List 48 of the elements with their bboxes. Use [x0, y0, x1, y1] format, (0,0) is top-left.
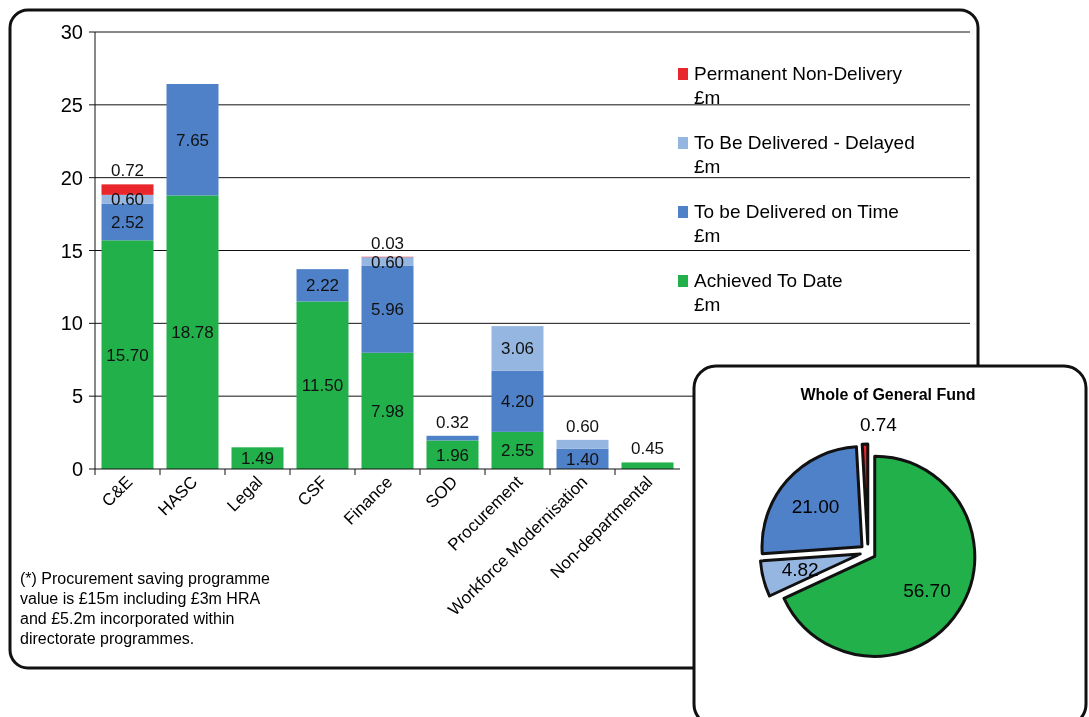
data-label: 3.06 [500, 339, 535, 359]
data-label: 2.55 [500, 441, 535, 461]
bar [491, 326, 544, 371]
data-label: 5.96 [370, 300, 405, 320]
data-label: 2.22 [305, 276, 340, 296]
data-label: 21.00 [791, 495, 840, 517]
data-label: 11.50 [301, 376, 344, 396]
chart-title: Whole of General Fund [800, 386, 976, 403]
data-label: 1.96 [435, 445, 470, 465]
y-tick-label: 0 [71, 458, 83, 480]
bar [361, 352, 414, 469]
bar [166, 195, 219, 469]
data-label: 2.52 [110, 212, 145, 232]
bar [491, 370, 544, 432]
data-label: 4.20 [500, 392, 535, 412]
data-label: 1.40 [565, 449, 600, 469]
bar [101, 240, 154, 469]
legend-label: Permanent Non-Delivery £m [694, 63, 903, 108]
data-label: 56.70 [903, 579, 951, 601]
data-label: 7.98 [370, 401, 405, 421]
y-tick-label: 25 [60, 93, 83, 116]
legend-label: To Be Delivered - Delayed £m [694, 132, 915, 177]
y-tick-label: 15 [60, 239, 83, 262]
data-label: 1.49 [240, 449, 275, 469]
data-label: 0.72 [110, 161, 145, 181]
data-label: 7.65 [175, 130, 210, 150]
data-label: 0.60 [110, 190, 145, 210]
bar [101, 184, 154, 195]
bar [296, 301, 349, 469]
data-label: 0.60 [370, 252, 405, 272]
legend-label: Achieved To Date £m [694, 270, 843, 315]
data-label: 0.45 [630, 439, 665, 459]
data-label: 0.60 [565, 416, 600, 436]
data-label: 0.32 [435, 412, 470, 432]
data-label: 15.70 [106, 345, 149, 365]
bar [621, 462, 674, 469]
bar [556, 439, 609, 449]
legend-label: To be Delivered on Time £m [694, 201, 899, 246]
y-tick-label: 10 [60, 312, 83, 335]
y-tick-label: 30 [60, 21, 83, 43]
data-label: 4.82 [781, 559, 819, 581]
data-label: 18.78 [171, 323, 214, 343]
data-label: 0.74 [859, 414, 898, 436]
bar [166, 84, 219, 196]
y-tick-label: 5 [71, 385, 83, 408]
y-tick-label: 20 [60, 166, 83, 189]
text: (*) Procurement saving programme value is £15m including £3m HRA and £5.2m incorporated within directorate programmes. [20, 570, 270, 647]
data-label: 0.03 [370, 233, 405, 253]
